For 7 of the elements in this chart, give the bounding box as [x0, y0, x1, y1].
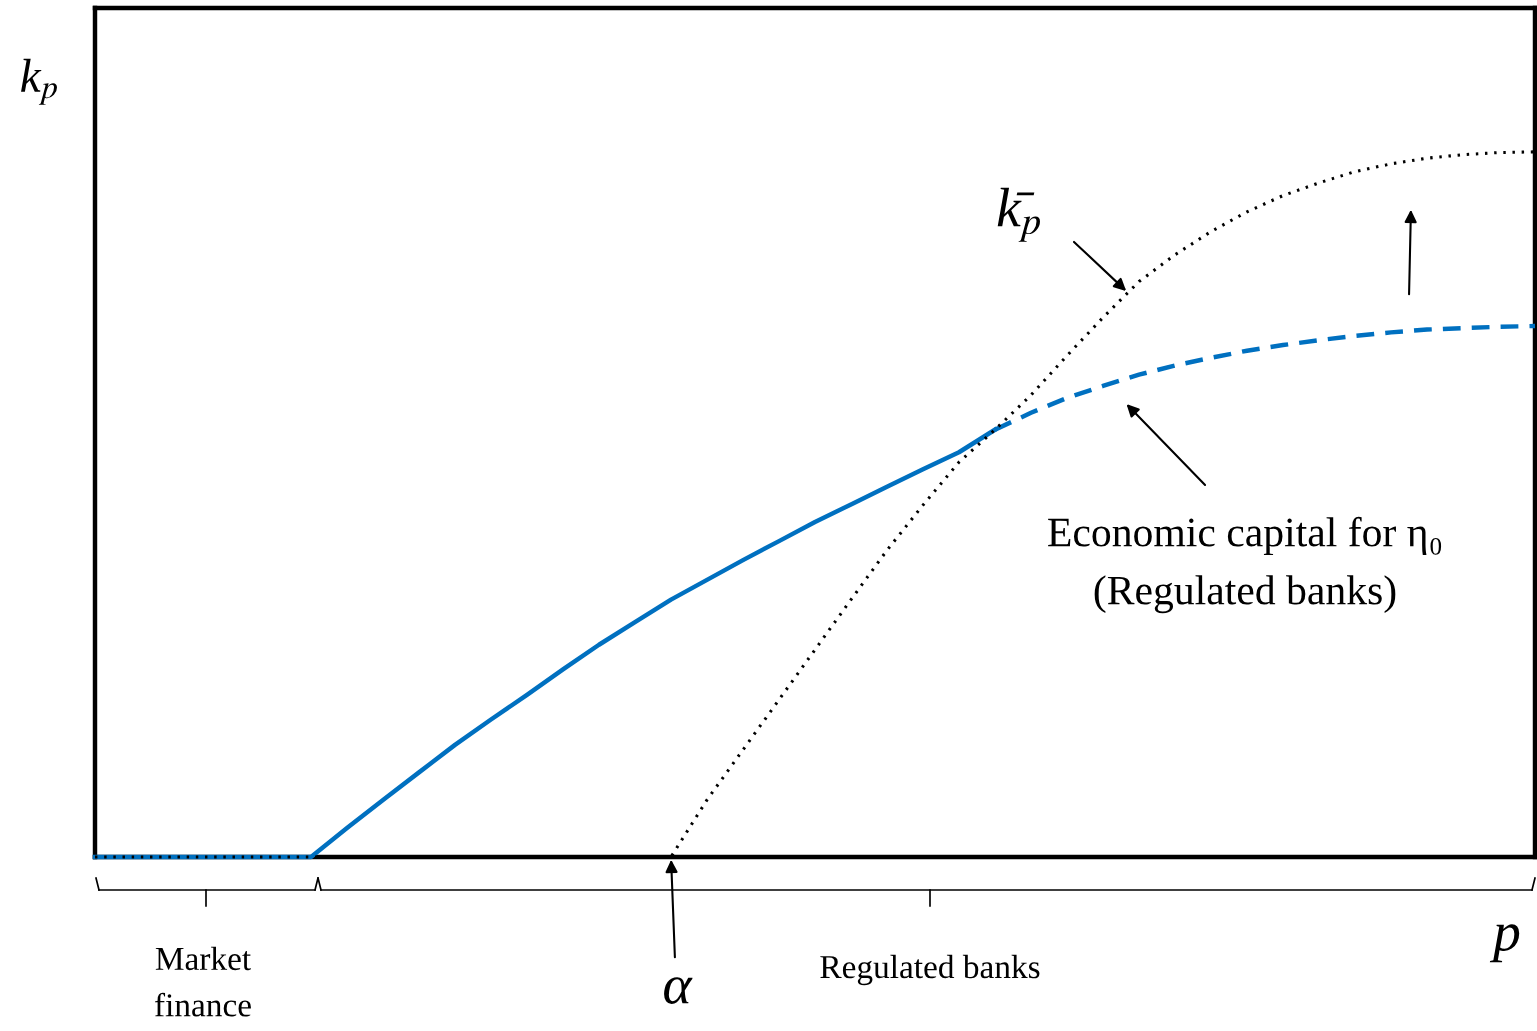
x-axis-title: p: [1489, 924, 1520, 963]
text: Market finance: [154, 946, 251, 1017]
text: Regulated banks: [820, 954, 1040, 986]
y-axis-title: k$_{p}$: [21, 58, 57, 105]
annotation: k̄$_{p}$: [997, 187, 1040, 242]
annotation: Economic capital for η₀ (Regulated banks): [1048, 516, 1442, 614]
text: α: [664, 977, 693, 1004]
